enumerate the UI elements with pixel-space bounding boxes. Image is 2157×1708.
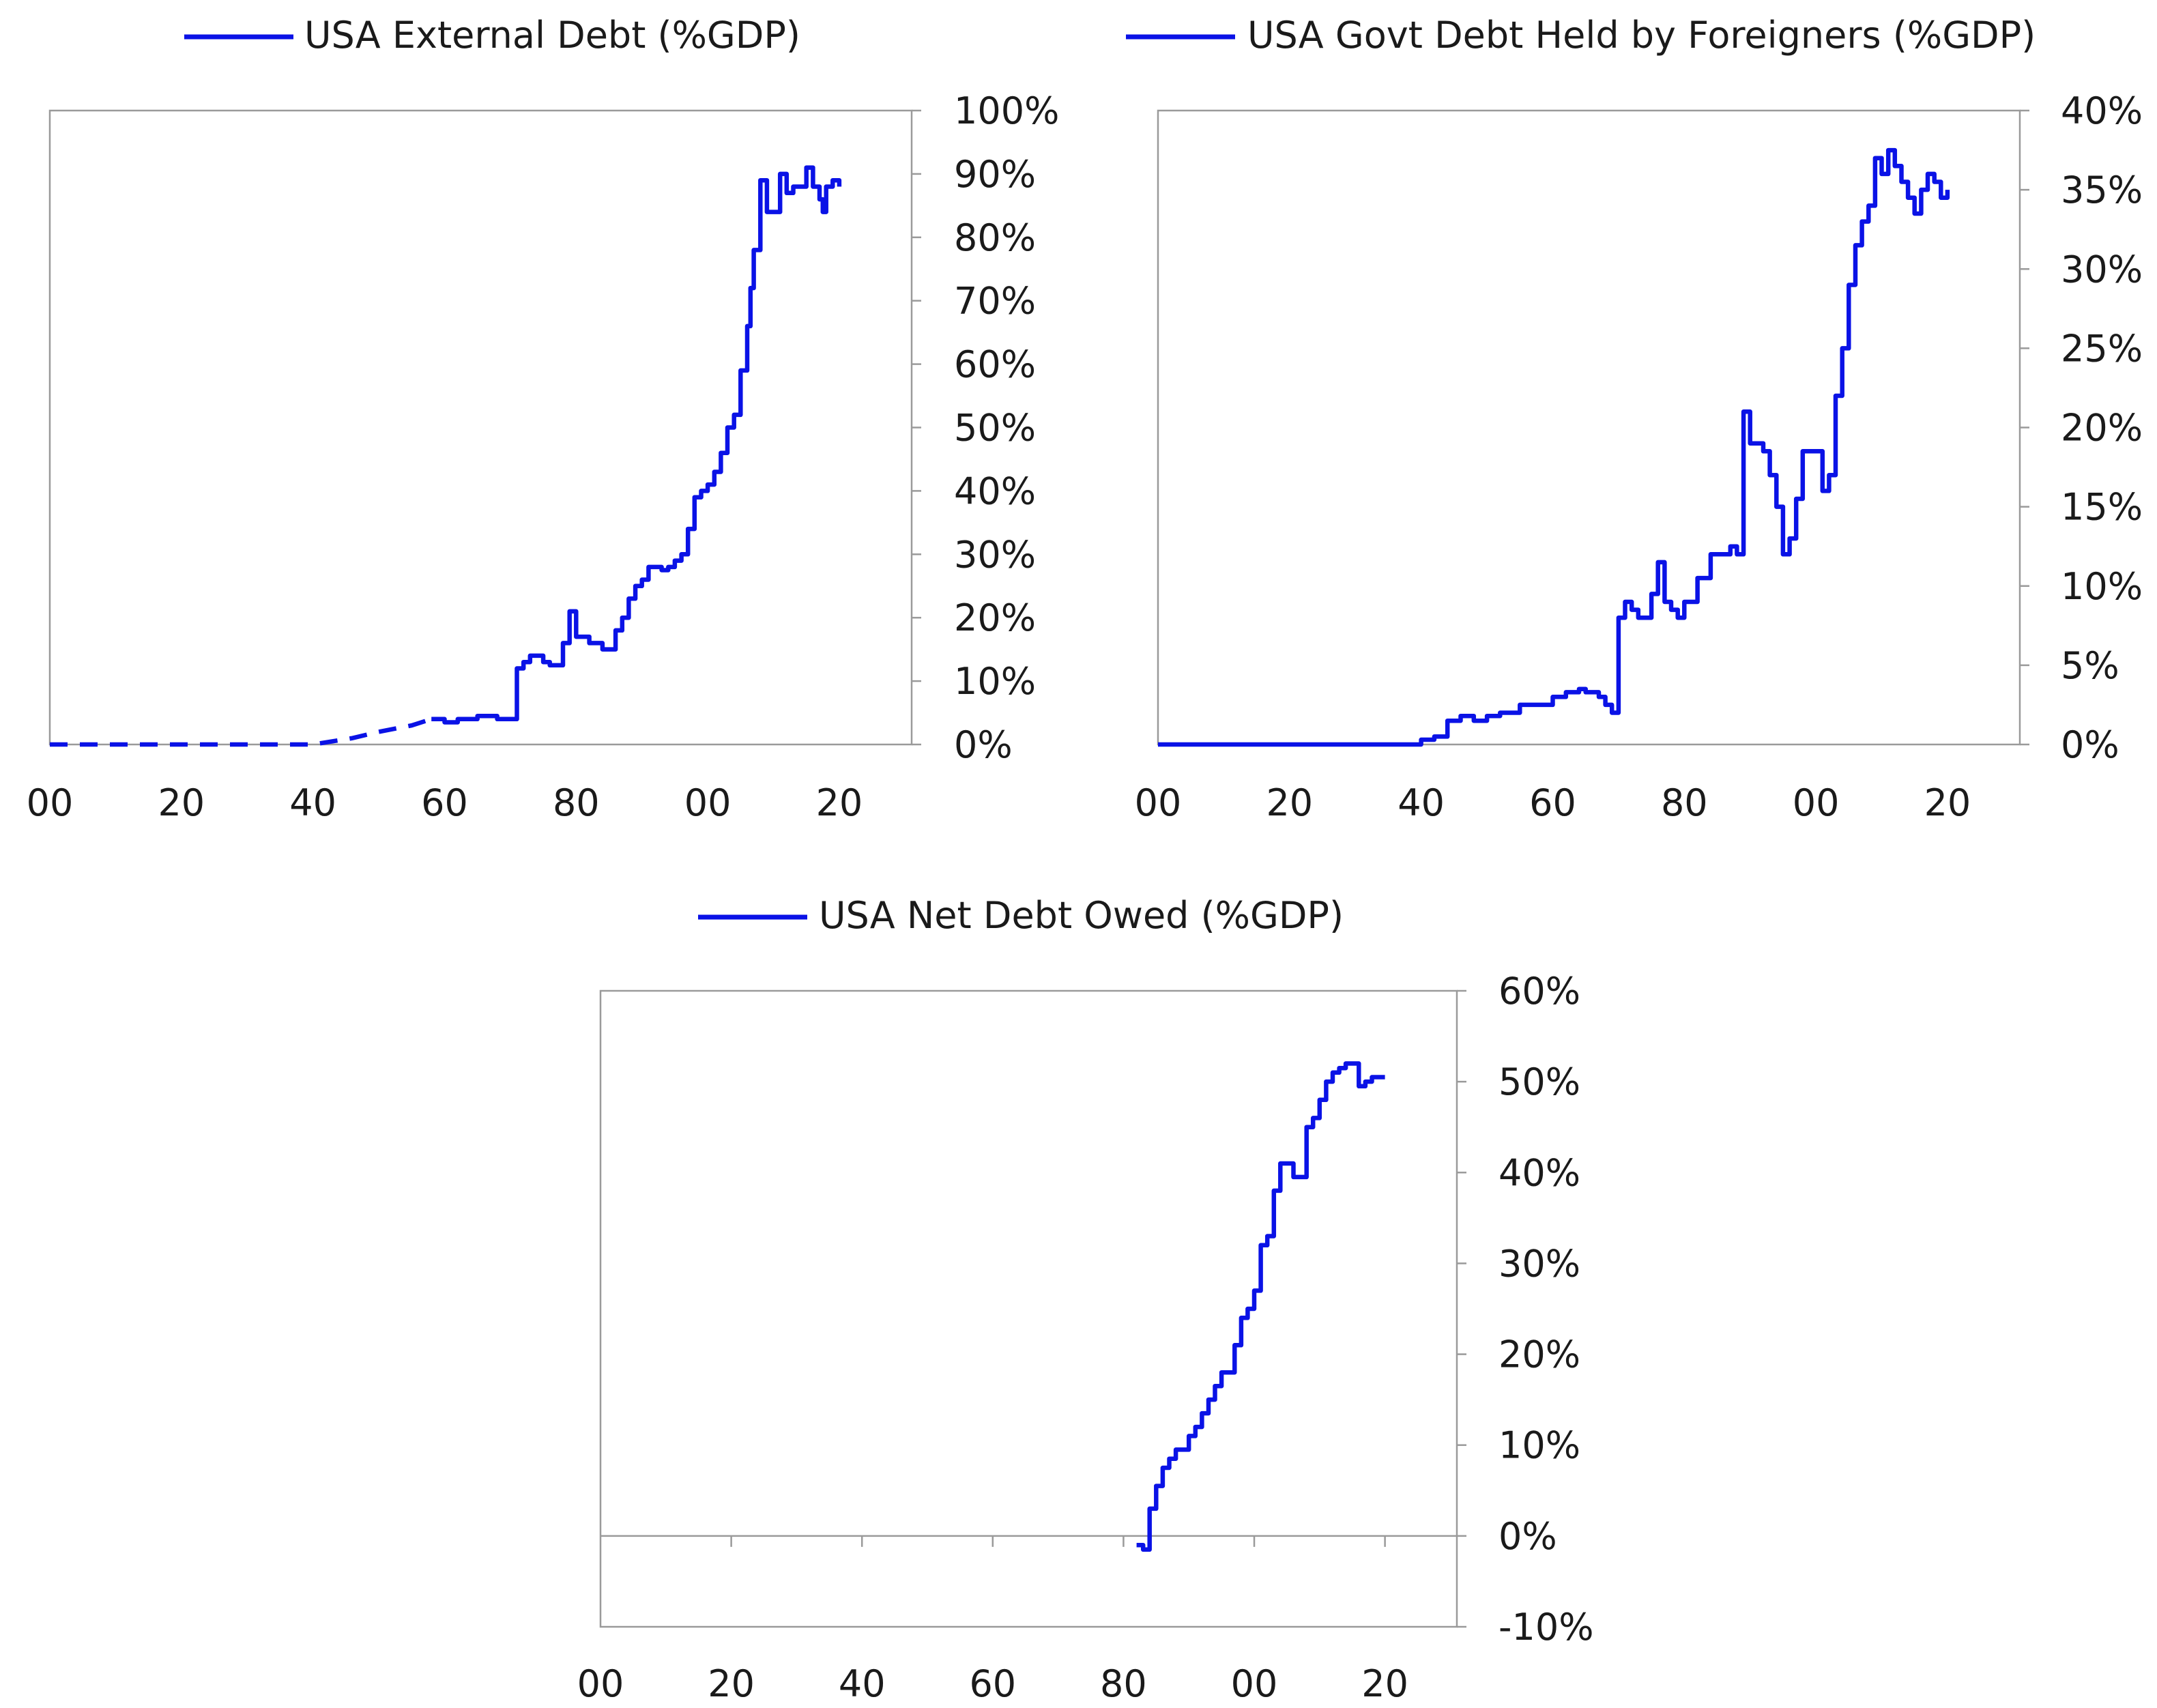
y-tick-label: 15%: [2061, 486, 2143, 529]
panel-net-debt-owed: USA Net Debt Owed (%GDP) -10% 0% 10% 20% 30%…: [577, 894, 1594, 1705]
y-tick-label: 5%: [2061, 644, 2119, 687]
x-tick-label: 60: [1529, 781, 1576, 824]
x-axis-labels: 00 20 40 60 80 00 20: [1135, 781, 1971, 824]
panel-external-debt: USA External Debt (%GDP) 0% 10% 20% 30% 40% 5…: [27, 14, 1060, 824]
y-axis-labels: 0% 10% 20% 30% 40% 50% 60% 70% 80% 90% 100%: [954, 89, 1059, 766]
y-axis-ticks: [912, 109, 921, 746]
legend-label: USA Govt Debt Held by Foreigners (%GDP): [1247, 14, 2036, 57]
y-tick-label: 10%: [954, 660, 1036, 703]
y-tick-label: 0%: [1499, 1515, 1557, 1558]
y-axis-ticks: [2020, 109, 2029, 746]
y-tick-label: 70%: [954, 280, 1036, 323]
x-tick-label: 20: [816, 781, 863, 824]
x-tick-label: 00: [684, 781, 732, 824]
y-tick-label: 30%: [954, 533, 1036, 576]
y-axis-labels: 0% 5% 10% 15% 20% 25% 30% 35% 40%: [2061, 89, 2143, 766]
y-tick-label: 10%: [2061, 565, 2143, 608]
x-tick-label: 20: [158, 781, 205, 824]
x-tick-label: 80: [1100, 1662, 1147, 1705]
y-tick-label: -10%: [1499, 1606, 1594, 1649]
legend-label: USA Net Debt Owed (%GDP): [819, 894, 1344, 937]
series-line: [1136, 1061, 1385, 1552]
y-tick-label: 20%: [954, 596, 1036, 639]
y-tick-label: 40%: [1499, 1151, 1580, 1194]
y-tick-label: 60%: [954, 343, 1036, 386]
y-tick-label: 0%: [2061, 723, 2119, 766]
x-axis-labels: 00 20 40 60 80 00 20: [577, 1662, 1408, 1705]
y-tick-label: 30%: [2061, 248, 2143, 291]
y-tick-label: 90%: [954, 153, 1036, 196]
y-tick-label: 40%: [2061, 89, 2143, 132]
y-tick-label: 0%: [954, 723, 1013, 766]
x-tick-label: 40: [839, 1662, 886, 1705]
x-tick-label: 80: [553, 781, 600, 824]
y-tick-label: 40%: [954, 469, 1036, 512]
plot-frame: [1157, 109, 2021, 746]
x-tick-label: 00: [27, 781, 74, 824]
y-tick-label: 10%: [1499, 1424, 1580, 1467]
legend: USA Govt Debt Held by Foreigners (%GDP): [1126, 14, 2036, 57]
plot-frame: [599, 989, 1458, 1628]
plot-frame: [48, 109, 913, 746]
legend: USA External Debt (%GDP): [184, 14, 800, 57]
y-tick-label: 20%: [2061, 407, 2143, 450]
x-tick-label: 60: [421, 781, 468, 824]
x-tick-label: 00: [1793, 781, 1840, 824]
legend-label: USA External Debt (%GDP): [304, 14, 800, 57]
y-axis-labels: -10% 0% 10% 20% 30% 40% 50% 60%: [1499, 970, 1594, 1649]
x-tick-label: 20: [1361, 1662, 1408, 1705]
x-tick-label: 40: [289, 781, 336, 824]
y-tick-label: 30%: [1499, 1242, 1580, 1285]
y-tick-label: 50%: [1499, 1060, 1580, 1103]
x-tick-label: 40: [1398, 781, 1445, 824]
x-tick-label: 20: [708, 1662, 755, 1705]
y-tick-label: 60%: [1499, 970, 1580, 1013]
panel-govt-debt-foreigners: USA Govt Debt Held by Foreigners (%GDP) …: [1126, 14, 2143, 824]
y-tick-label: 35%: [2061, 169, 2143, 212]
y-tick-label: 20%: [1499, 1333, 1580, 1376]
x-tick-label: 60: [969, 1662, 1016, 1705]
x-tick-label: 20: [1266, 781, 1313, 824]
series-line: [1158, 147, 1950, 747]
series-line-dashed: [50, 717, 433, 747]
y-axis-ticks: [1457, 989, 1466, 1628]
x-tick-label: 00: [577, 1662, 624, 1705]
y-tick-label: 50%: [954, 407, 1036, 450]
x-tick-label: 80: [1661, 781, 1708, 824]
x-tick-label: 20: [1924, 781, 1971, 824]
legend: USA Net Debt Owed (%GDP): [698, 894, 1344, 937]
y-tick-label: 80%: [954, 216, 1036, 259]
x-tick-label: 00: [1231, 1662, 1278, 1705]
zero-line: [600, 1535, 1457, 1547]
y-tick-label: 25%: [2061, 327, 2143, 370]
series-line: [431, 165, 842, 725]
y-tick-label: 100%: [954, 89, 1059, 132]
x-axis-labels: 00 20 40 60 80 00 20: [27, 781, 863, 824]
x-tick-label: 00: [1135, 781, 1182, 824]
